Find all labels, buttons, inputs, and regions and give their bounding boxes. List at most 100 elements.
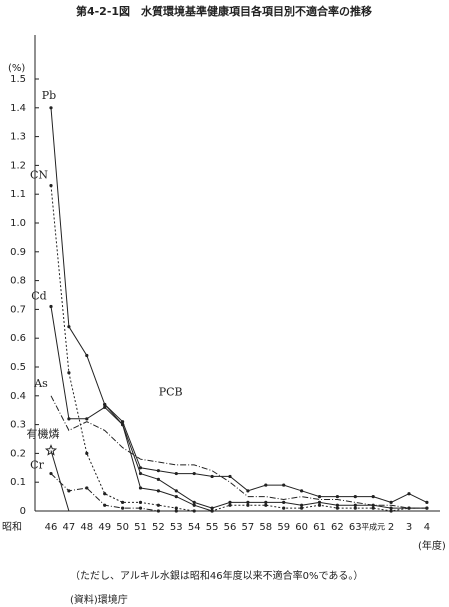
series-label: PCB bbox=[159, 385, 183, 398]
series-label: Cr bbox=[30, 459, 44, 472]
marker bbox=[138, 500, 143, 504]
series-label: Pb bbox=[42, 89, 56, 102]
x-tick-label: 60 bbox=[295, 522, 308, 533]
marker bbox=[353, 503, 357, 507]
marker bbox=[85, 451, 89, 455]
marker bbox=[300, 506, 304, 510]
marker bbox=[121, 500, 125, 504]
y-tick-label: 1.3 bbox=[10, 132, 26, 143]
marker bbox=[156, 469, 160, 473]
marker bbox=[353, 506, 357, 510]
series-line bbox=[50, 107, 213, 512]
marker bbox=[156, 477, 160, 481]
marker bbox=[138, 466, 143, 470]
marker bbox=[138, 486, 143, 490]
x-tick-label: 3 bbox=[406, 522, 412, 533]
marker bbox=[335, 495, 339, 499]
marker bbox=[44, 444, 58, 456]
y-tick-label: 0.5 bbox=[10, 362, 26, 373]
marker bbox=[103, 405, 107, 409]
y-tick-label: 1.1 bbox=[10, 189, 26, 200]
y-tick-label: 1.0 bbox=[10, 218, 26, 229]
marker bbox=[264, 500, 268, 504]
y-tick-label: 1.2 bbox=[10, 160, 26, 171]
x-tick-label: 62 bbox=[331, 522, 344, 533]
marker bbox=[103, 503, 107, 507]
y-tick-label: 0.3 bbox=[10, 420, 26, 431]
x-tick-label: 4 bbox=[424, 522, 430, 533]
x-tick-label: 55 bbox=[206, 522, 219, 533]
marker bbox=[407, 492, 411, 496]
marker bbox=[138, 506, 143, 510]
marker bbox=[174, 509, 178, 513]
series-line bbox=[104, 404, 428, 503]
series-line bbox=[50, 473, 177, 512]
marker bbox=[103, 402, 107, 407]
y-tick-label: 0.4 bbox=[10, 391, 26, 402]
x-tick-label: 46 bbox=[45, 522, 58, 533]
x-tick-label: 53 bbox=[170, 522, 183, 533]
marker bbox=[103, 492, 107, 496]
y-tick-label: 0 bbox=[20, 506, 26, 517]
marker bbox=[156, 509, 160, 513]
series-label: CN bbox=[30, 169, 48, 182]
marker bbox=[282, 483, 286, 487]
x-tick-label: 61 bbox=[313, 522, 326, 533]
marker bbox=[335, 506, 339, 510]
series-line bbox=[50, 395, 427, 509]
marker bbox=[228, 503, 232, 507]
y-tick-label: 0.1 bbox=[10, 477, 26, 488]
marker bbox=[67, 417, 71, 421]
marker bbox=[67, 371, 71, 375]
marker bbox=[246, 489, 250, 493]
marker bbox=[282, 506, 286, 510]
chart-title: 第4-2-1図 水質環境基準健康項目各項目別不適合率の推移 bbox=[76, 4, 372, 18]
y-tick-label: 0.9 bbox=[10, 247, 26, 258]
x-tick-label: 51 bbox=[134, 522, 147, 533]
marker bbox=[425, 500, 429, 504]
y-axis-label: (%) bbox=[8, 63, 25, 74]
marker bbox=[121, 420, 125, 424]
marker bbox=[300, 503, 304, 507]
x-tick-label: 2 bbox=[388, 522, 394, 533]
marker bbox=[67, 489, 71, 493]
marker bbox=[174, 495, 178, 499]
marker bbox=[210, 509, 214, 513]
y-tick-label: 0.2 bbox=[10, 448, 26, 459]
x-axis-label: (年度) bbox=[418, 539, 446, 552]
y-tick-label: 1.4 bbox=[10, 103, 26, 114]
x-tick-label: 58 bbox=[259, 522, 272, 533]
marker bbox=[300, 489, 304, 493]
marker bbox=[389, 506, 393, 510]
marker bbox=[49, 106, 53, 110]
marker bbox=[85, 353, 89, 358]
marker bbox=[264, 483, 268, 487]
marker bbox=[156, 503, 160, 507]
marker bbox=[210, 506, 214, 510]
marker bbox=[210, 474, 214, 479]
marker bbox=[174, 506, 178, 510]
marker bbox=[121, 506, 125, 510]
x-tick-label: 63 bbox=[349, 522, 362, 533]
marker bbox=[49, 304, 53, 309]
source: (資料)環境庁 bbox=[70, 593, 128, 606]
x-tick-label: 54 bbox=[188, 522, 201, 533]
marker bbox=[389, 509, 393, 513]
x-tick-label: 平成元 bbox=[361, 522, 385, 532]
marker bbox=[192, 471, 196, 476]
marker bbox=[228, 500, 232, 504]
marker bbox=[49, 183, 53, 188]
x-tick-label: 49 bbox=[98, 522, 111, 533]
series-line bbox=[50, 185, 427, 512]
marker bbox=[317, 495, 322, 499]
series-label: Cd bbox=[31, 290, 46, 303]
x-tick-label: 57 bbox=[242, 522, 255, 533]
marker bbox=[85, 417, 89, 421]
marker bbox=[138, 471, 143, 476]
marker bbox=[192, 500, 196, 504]
x-tick-label: 50 bbox=[116, 522, 129, 533]
marker bbox=[67, 325, 71, 329]
marker bbox=[335, 503, 339, 507]
marker bbox=[228, 474, 232, 479]
